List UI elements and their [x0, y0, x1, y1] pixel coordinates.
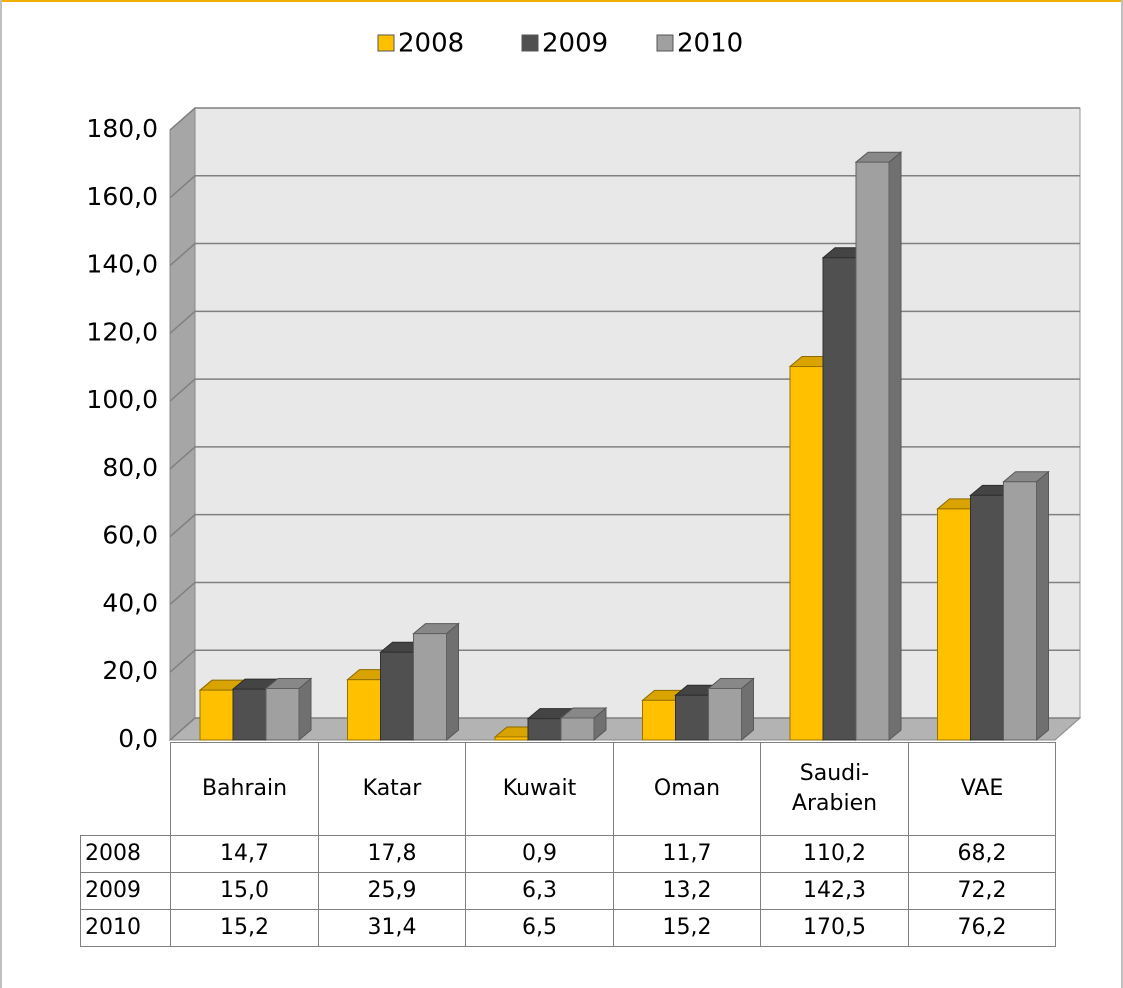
- table-cell: 17,8: [318, 835, 466, 873]
- table-cell: 25,9: [318, 872, 466, 910]
- grid-line: [169, 107, 1080, 131]
- table-cell: 68,2: [908, 835, 1056, 873]
- table-row-label: 2010: [80, 909, 171, 947]
- bar: [265, 687, 300, 741]
- y-tick-label: 160,0: [86, 182, 158, 211]
- y-tick-label: 120,0: [86, 317, 158, 346]
- grid-line: [169, 242, 1080, 267]
- table-cell: 14,7: [170, 835, 319, 873]
- y-tick-label: 60,0: [102, 521, 158, 550]
- y-tick-label: 140,0: [86, 250, 158, 279]
- table-header: Bahrain: [170, 742, 319, 836]
- bar: [347, 679, 381, 741]
- bar: [855, 161, 890, 741]
- bar: [708, 687, 742, 741]
- table-cell: 15,2: [170, 909, 319, 947]
- table-cell: 15,2: [613, 909, 761, 947]
- table-cell: 13,2: [613, 872, 761, 910]
- bar: [642, 699, 676, 741]
- bar-side: [298, 677, 312, 742]
- bar: [413, 633, 447, 741]
- legend-swatch: [521, 34, 539, 52]
- bar-side: [1036, 470, 1049, 742]
- y-tick-label: 80,0: [102, 453, 158, 482]
- table-cell: 15,0: [170, 872, 319, 910]
- bar: [675, 694, 709, 741]
- grid-line: [169, 378, 1080, 402]
- table-header: VAE: [908, 742, 1056, 836]
- bar: [822, 257, 857, 741]
- table-header: Kuwait: [465, 742, 614, 836]
- bar: [970, 494, 1004, 741]
- table-cell: 72,2: [908, 872, 1056, 910]
- bar: [1003, 481, 1037, 741]
- legend-swatch: [377, 34, 395, 52]
- bar: [199, 689, 234, 741]
- bar: [380, 651, 414, 741]
- table-cell: 76,2: [908, 909, 1056, 947]
- bar-side: [741, 677, 754, 742]
- legend-label: 2008: [398, 29, 464, 59]
- table-row-label: 2009: [80, 872, 171, 910]
- table-cell: 0,9: [465, 835, 614, 873]
- table-row-label: 2008: [80, 835, 171, 873]
- y-tick-label: 100,0: [86, 385, 158, 414]
- grid-line: [169, 581, 1080, 606]
- bar: [937, 508, 971, 741]
- y-tick-label: 180,0: [86, 114, 158, 143]
- y-tick-label: 20,0: [102, 656, 158, 685]
- legend-label: 2010: [677, 29, 743, 59]
- grid-line: [169, 310, 1080, 334]
- grid-line: [169, 649, 1080, 673]
- table-cell: 170,5: [760, 909, 909, 947]
- legend-swatch: [656, 34, 674, 52]
- bar-side: [446, 622, 459, 742]
- bar: [560, 717, 595, 741]
- table-cell: 142,3: [760, 872, 909, 910]
- legend-label: 2009: [542, 29, 608, 59]
- table-cell: 11,7: [613, 835, 761, 873]
- table-cell: 110,2: [760, 835, 909, 873]
- bar: [232, 688, 267, 741]
- table-cell: 6,5: [465, 909, 614, 947]
- table-cell: 6,3: [465, 872, 614, 910]
- y-tick-label: 40,0: [102, 588, 158, 617]
- grid-line: [169, 446, 1080, 470]
- side-wall: [169, 106, 196, 742]
- table-cell: 31,4: [318, 909, 466, 947]
- bar: [789, 366, 824, 741]
- bar: [527, 718, 562, 741]
- grid-line: [169, 717, 1080, 741]
- bar-side: [888, 151, 902, 742]
- y-tick-label: 0,0: [118, 724, 158, 753]
- table-header: Oman: [613, 742, 761, 836]
- grid-line: [169, 513, 1080, 538]
- table-header: Saudi- Arabien: [760, 742, 909, 836]
- table-header: Katar: [318, 742, 466, 836]
- grid-line: [169, 175, 1080, 199]
- bar: [494, 736, 529, 741]
